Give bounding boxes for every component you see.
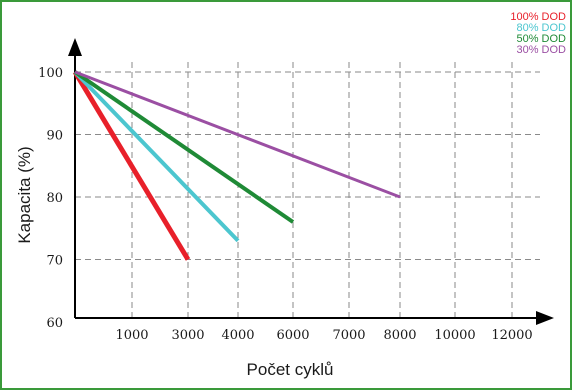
y-tick-label: 80 — [46, 191, 63, 206]
y-tick-label: 90 — [46, 129, 63, 144]
legend-entry: 100% DOD — [510, 11, 566, 23]
x-tick-label: 1000 — [115, 328, 148, 343]
y-tick-label: 70 — [46, 254, 63, 269]
series-line-100-dod — [72, 70, 191, 261]
x-tick-label: 10000 — [434, 328, 475, 343]
x-axis-title: Počet cyklů — [247, 360, 334, 379]
legend-entry: 30% DOD — [516, 44, 566, 56]
x-tick-label: 7000 — [332, 328, 365, 343]
x-tick-label: 6000 — [276, 328, 309, 343]
x-tick-label: 3000 — [171, 328, 204, 343]
series-line-30-dod — [74, 70, 401, 199]
x-tick-labels: 1000 3000 4000 6000 7000 8000 10000 12000 — [115, 328, 532, 343]
y-axis-title: Kapacita (%) — [15, 146, 34, 243]
grid-lines — [75, 62, 540, 318]
series-line-50-dod — [73, 70, 295, 224]
legend-entry: 50% DOD — [516, 33, 566, 45]
x-tick-label: 4000 — [221, 328, 254, 343]
x-tick-label: 8000 — [383, 328, 416, 343]
axes — [68, 38, 554, 325]
x-tick-label: 12000 — [491, 328, 532, 343]
y-tick-label: 60 — [46, 316, 63, 331]
series-line-80-dod — [73, 70, 240, 243]
y-tick-labels: 60 70 80 90 100 — [38, 66, 63, 331]
y-axis-arrow — [68, 38, 82, 56]
series-lines — [72, 70, 401, 261]
legend-entry: 80% DOD — [516, 22, 566, 34]
y-tick-label: 100 — [38, 66, 63, 81]
x-axis-arrow — [536, 311, 554, 325]
